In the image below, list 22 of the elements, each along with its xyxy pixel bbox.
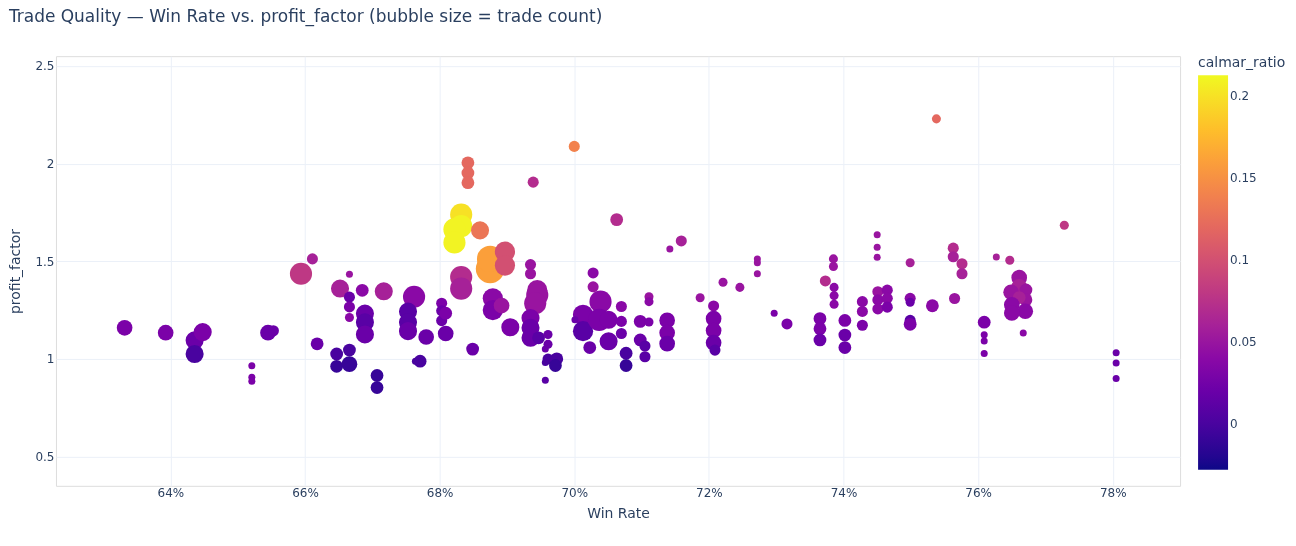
- x-tick-label: 72%: [696, 486, 723, 501]
- y-tick-label: 1: [46, 352, 55, 367]
- y-tick-label: 2.5: [35, 59, 55, 74]
- x-axis-title: Win Rate: [587, 505, 650, 522]
- color-bar-label: 0.2: [1230, 89, 1250, 104]
- y-tick-label: 0.5: [35, 450, 55, 465]
- x-tick-label: 66%: [292, 486, 319, 501]
- x-tick-label: 78%: [1099, 486, 1127, 501]
- color-bar-label: 0: [1230, 416, 1238, 431]
- color-bar-title: calmar_ratio: [1198, 54, 1286, 71]
- y-tick-label: 2: [46, 157, 55, 172]
- color-bar-label: 0.05: [1230, 335, 1257, 350]
- x-tick-label: 74%: [830, 486, 858, 501]
- x-tick-label: 68%: [426, 486, 454, 501]
- x-tick-label: 76%: [965, 486, 992, 501]
- x-tick-label: 70%: [561, 486, 589, 501]
- x-tick-label: 64%: [157, 486, 185, 501]
- color-bar-label: 0.15: [1230, 171, 1257, 186]
- y-axis-title: profit_factor: [7, 228, 24, 315]
- chart-title: Trade Quality — Win Rate vs. profit_factor (bubble size = trade count): [7, 6, 603, 28]
- color-bar-label: 0.1: [1230, 253, 1250, 268]
- y-tick-label: 1.5: [35, 254, 55, 269]
